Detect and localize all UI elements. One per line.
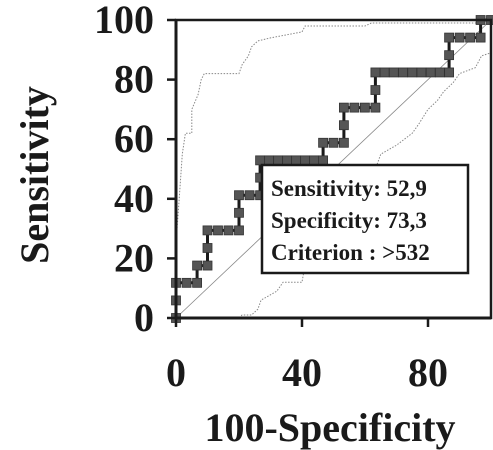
annotation-box bbox=[260, 163, 470, 275]
roc-point bbox=[234, 225, 244, 236]
roc-point bbox=[338, 137, 349, 148]
roc-point bbox=[255, 155, 266, 166]
roc-step-marker bbox=[309, 155, 320, 166]
roc-step-marker bbox=[398, 67, 408, 78]
roc-step-marker bbox=[434, 67, 445, 78]
roc-point bbox=[370, 102, 381, 113]
roc-point bbox=[202, 260, 213, 271]
roc-step-marker bbox=[349, 102, 360, 113]
roc-point bbox=[338, 102, 349, 113]
lower-confidence-line bbox=[176, 52, 492, 319]
roc-step-marker bbox=[454, 32, 465, 43]
roc-step-marker bbox=[264, 155, 275, 166]
roc-step-marker bbox=[407, 67, 418, 78]
annotation-specificity: Specificity: 73,3 bbox=[271, 208, 427, 233]
roc-point bbox=[192, 277, 203, 288]
roc-step-marker bbox=[416, 67, 427, 78]
roc-step-marker bbox=[379, 67, 390, 78]
y-tick-label: 20 bbox=[114, 235, 154, 280]
roc-step-marker bbox=[213, 225, 223, 236]
roc-point bbox=[475, 32, 486, 43]
roc-point bbox=[234, 207, 244, 218]
roc-point bbox=[444, 50, 455, 61]
y-tick-label: 80 bbox=[114, 57, 154, 102]
roc-point bbox=[318, 137, 329, 148]
roc-step-marker bbox=[328, 137, 339, 148]
roc-point bbox=[444, 32, 455, 43]
roc-point bbox=[202, 243, 213, 253]
roc-point bbox=[338, 120, 349, 131]
roc-step-marker bbox=[282, 155, 293, 166]
roc-step-marker bbox=[388, 67, 399, 78]
roc-point bbox=[318, 155, 329, 166]
y-tick-label: 40 bbox=[114, 176, 154, 221]
roc-point bbox=[202, 225, 213, 236]
x-axis-title: 100-Specificity bbox=[204, 405, 455, 450]
x-tick-label: 0 bbox=[166, 350, 186, 395]
ticks-layer: 0 40 80 0 20 40 60 80 100 bbox=[94, 0, 448, 395]
roc-point bbox=[370, 85, 381, 95]
roc-step-marker bbox=[465, 32, 476, 43]
roc-point bbox=[192, 260, 203, 271]
roc-point bbox=[444, 67, 455, 78]
upper-confidence-line bbox=[175, 19, 491, 310]
roc-step-marker bbox=[181, 277, 192, 288]
roc-step-marker bbox=[300, 155, 311, 166]
y-axis-title: Sensitivity bbox=[12, 86, 57, 264]
x-tick-label: 40 bbox=[282, 350, 322, 395]
annotation-criterion: Criterion : >532 bbox=[271, 240, 430, 265]
roc-step-marker bbox=[291, 155, 302, 166]
roc-step-marker bbox=[223, 225, 234, 236]
roc-point bbox=[370, 67, 381, 78]
y-tick-label: 60 bbox=[114, 116, 154, 161]
annotation-sensitivity: Sensitivity: 52,9 bbox=[271, 176, 427, 201]
y-tick-label: 100 bbox=[94, 0, 154, 42]
roc-step-marker bbox=[359, 102, 370, 113]
y-tick-label: 0 bbox=[134, 295, 154, 340]
roc-point bbox=[234, 190, 244, 201]
roc-step-marker bbox=[244, 190, 255, 201]
roc-step-marker bbox=[273, 155, 284, 166]
x-tick-label: 80 bbox=[408, 350, 448, 395]
axes-layer bbox=[174, 18, 493, 320]
roc-step-marker bbox=[425, 67, 436, 78]
